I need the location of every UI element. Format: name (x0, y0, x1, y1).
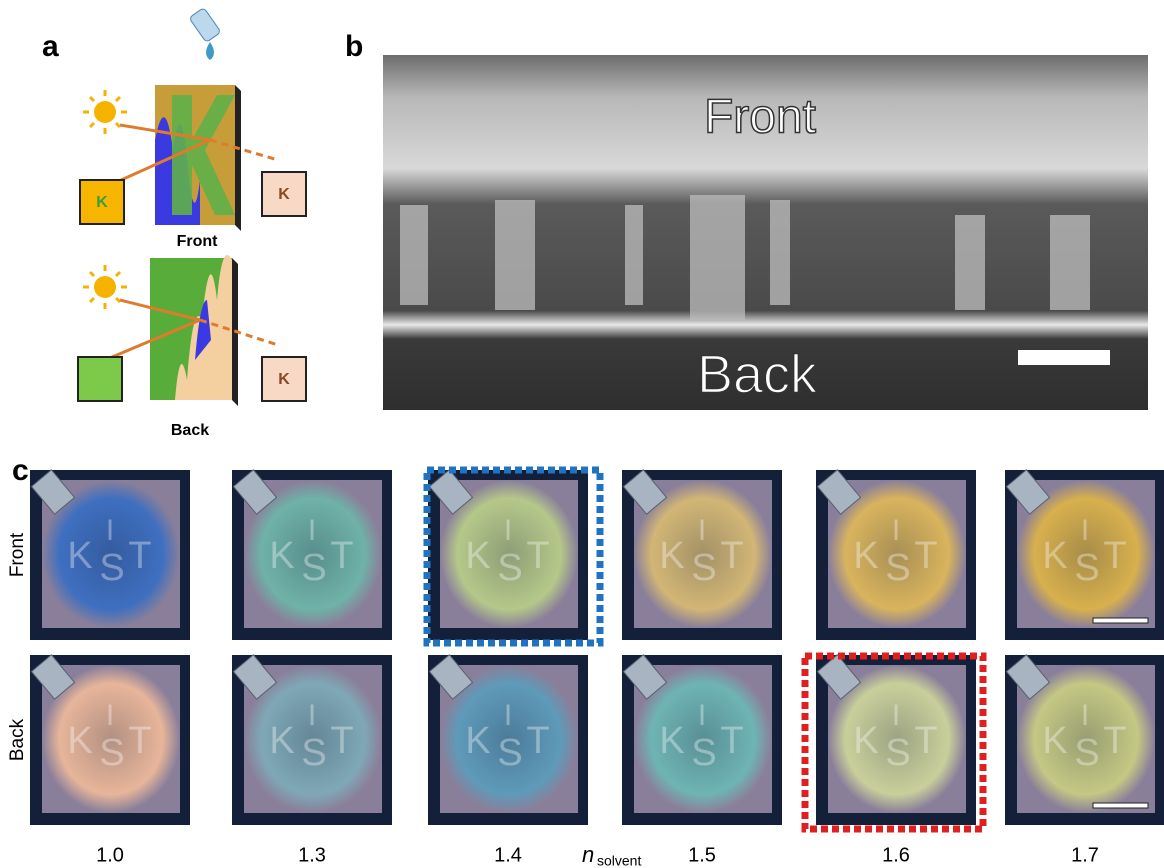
sample-letter: S (691, 732, 716, 774)
sample-letter: S (301, 547, 326, 589)
scale-bar (1093, 618, 1148, 623)
sample-letter: S (301, 732, 326, 774)
sample-letter: T (720, 535, 743, 577)
back-card (150, 255, 238, 406)
sample-letter: I (308, 699, 316, 732)
sample-letter: T (914, 535, 937, 577)
scale-bar (1093, 803, 1148, 808)
sample-letter: T (1103, 535, 1126, 577)
column-label: 1.7 (1071, 844, 1099, 866)
sample-letter: I (504, 699, 512, 732)
sample-letter: I (698, 699, 706, 732)
sample-letter: S (691, 547, 716, 589)
sample-letter: I (1081, 514, 1089, 547)
sample-letter: I (504, 514, 512, 547)
sample-letter: K (853, 535, 878, 577)
figure: a K K Front (0, 0, 1164, 868)
sample-letter: T (330, 535, 353, 577)
sample-letter: T (914, 720, 937, 762)
sample-letter: K (853, 720, 878, 762)
panel-label: b (345, 30, 363, 63)
row-label: Front (7, 532, 28, 577)
sample-letter: K (465, 535, 490, 577)
box-letter: K (96, 194, 108, 211)
sample-letter: I (892, 699, 900, 732)
column-label: 1.0 (96, 844, 124, 866)
sample-letter: S (497, 732, 522, 774)
column-label: 1.6 (882, 844, 910, 866)
layer-label: Front (704, 91, 816, 144)
sample-letter: T (128, 720, 151, 762)
sample-letter: S (1074, 732, 1099, 774)
sample-letter: T (526, 535, 549, 577)
sample-letter: T (128, 535, 151, 577)
reflect-box (78, 357, 122, 401)
sample-letter: K (465, 720, 490, 762)
sample-letter: K (659, 720, 684, 762)
sample-letter: T (720, 720, 743, 762)
sample-letter: T (1103, 720, 1126, 762)
caption: Front (177, 233, 219, 250)
scale-bar (1018, 350, 1110, 365)
axis-symbol: n (582, 842, 594, 867)
box-letter: K (278, 186, 290, 203)
sample-letter: I (1081, 699, 1089, 732)
axis-subscript: solvent (597, 853, 641, 868)
sample-letter: K (67, 535, 92, 577)
column-label: 1.5 (688, 844, 716, 866)
sample-letter: K (1042, 535, 1067, 577)
sample-letter: S (497, 547, 522, 589)
caption: Back (171, 422, 209, 439)
row-label: Back (7, 718, 28, 761)
sun (83, 265, 127, 309)
layer-label: Back (697, 344, 818, 404)
sample-letter: S (885, 547, 910, 589)
sun (83, 90, 127, 134)
sample-letter: I (892, 514, 900, 547)
sample-letter: T (330, 720, 353, 762)
sample-letter: K (1042, 720, 1067, 762)
sample-letter: I (308, 514, 316, 547)
box-letter: K (278, 371, 290, 388)
sample-letter: S (885, 732, 910, 774)
sample-letter: S (99, 732, 124, 774)
sample-letter: T (526, 720, 549, 762)
panel-label: c (12, 454, 29, 487)
panel-label: a (42, 30, 59, 63)
sample-letter: I (106, 699, 114, 732)
sample-letter: K (67, 720, 92, 762)
column-label: 1.4 (494, 844, 522, 866)
sample-letter: I (698, 514, 706, 547)
sample-letter: K (269, 720, 294, 762)
sample-letter: S (99, 547, 124, 589)
column-label: 1.3 (298, 844, 326, 866)
sample-letter: K (269, 535, 294, 577)
sample-letter: I (106, 514, 114, 547)
sample-letter: K (659, 535, 684, 577)
dropper (189, 8, 221, 60)
sample-letter: S (1074, 547, 1099, 589)
